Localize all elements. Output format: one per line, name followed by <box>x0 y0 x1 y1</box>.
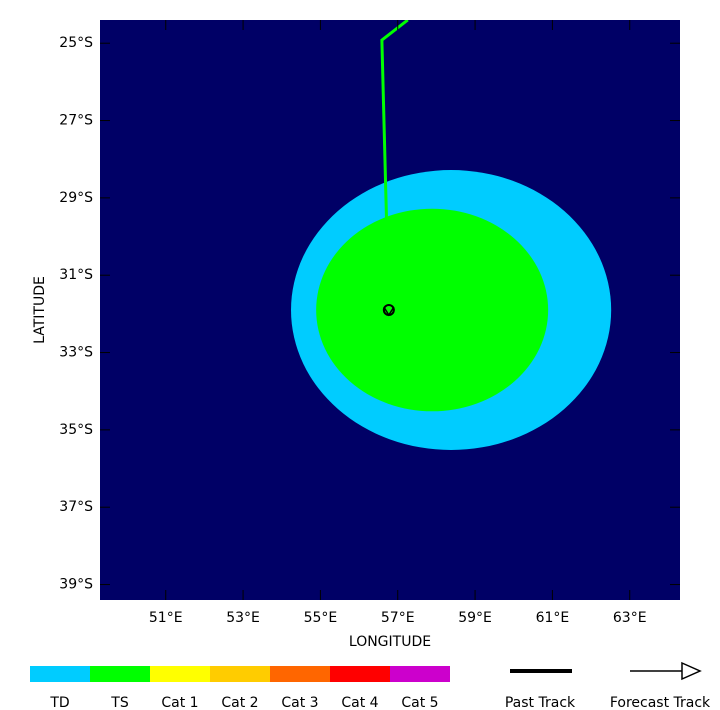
legend-label: Cat 3 <box>281 695 318 710</box>
y-tick-label: 25°S <box>59 35 93 51</box>
y-axis-label: LATITUDE <box>32 276 48 344</box>
legend-label: Past Track <box>505 695 576 710</box>
legend-swatch <box>390 666 450 682</box>
wind-area <box>316 208 549 412</box>
y-tick-label: 29°S <box>59 190 93 206</box>
legend-label: Cat 4 <box>341 695 378 710</box>
x-tick-label: 55°E <box>304 610 338 626</box>
x-tick-label: 51°E <box>149 610 183 626</box>
storm-symbol <box>382 304 395 317</box>
legend-swatch <box>30 666 90 682</box>
x-axis-label: LONGITUDE <box>349 634 431 650</box>
x-tick-label: 59°E <box>458 610 492 626</box>
legend-label: Cat 1 <box>161 695 198 710</box>
legend-label: Cat 5 <box>401 695 438 710</box>
plot-area <box>291 20 612 450</box>
y-tick-label: 39°S <box>59 577 93 593</box>
x-tick-label: 53°E <box>226 610 260 626</box>
y-tick-label: 33°S <box>59 345 93 361</box>
x-tick-label: 61°E <box>536 610 570 626</box>
legend-swatch <box>150 666 210 682</box>
x-tick-label: 57°E <box>381 610 415 626</box>
legend-label: TD <box>49 695 69 710</box>
forecast-arrow <box>681 661 702 681</box>
legend-swatch <box>210 666 270 682</box>
legend-label: TS <box>110 695 129 710</box>
legend-label: Forecast Track <box>610 695 711 710</box>
y-tick-label: 35°S <box>59 422 93 438</box>
y-tick-label: 27°S <box>59 113 93 129</box>
y-tick-label: 37°S <box>59 499 93 515</box>
legend-label: Cat 2 <box>221 695 258 710</box>
legend-swatch <box>270 666 330 682</box>
legend-swatch <box>90 666 150 682</box>
x-tick-label: 63°E <box>613 610 647 626</box>
storm-icon <box>383 306 395 317</box>
legend-swatch <box>330 666 390 682</box>
storm-track <box>380 20 409 311</box>
y-tick-label: 31°S <box>59 267 93 283</box>
